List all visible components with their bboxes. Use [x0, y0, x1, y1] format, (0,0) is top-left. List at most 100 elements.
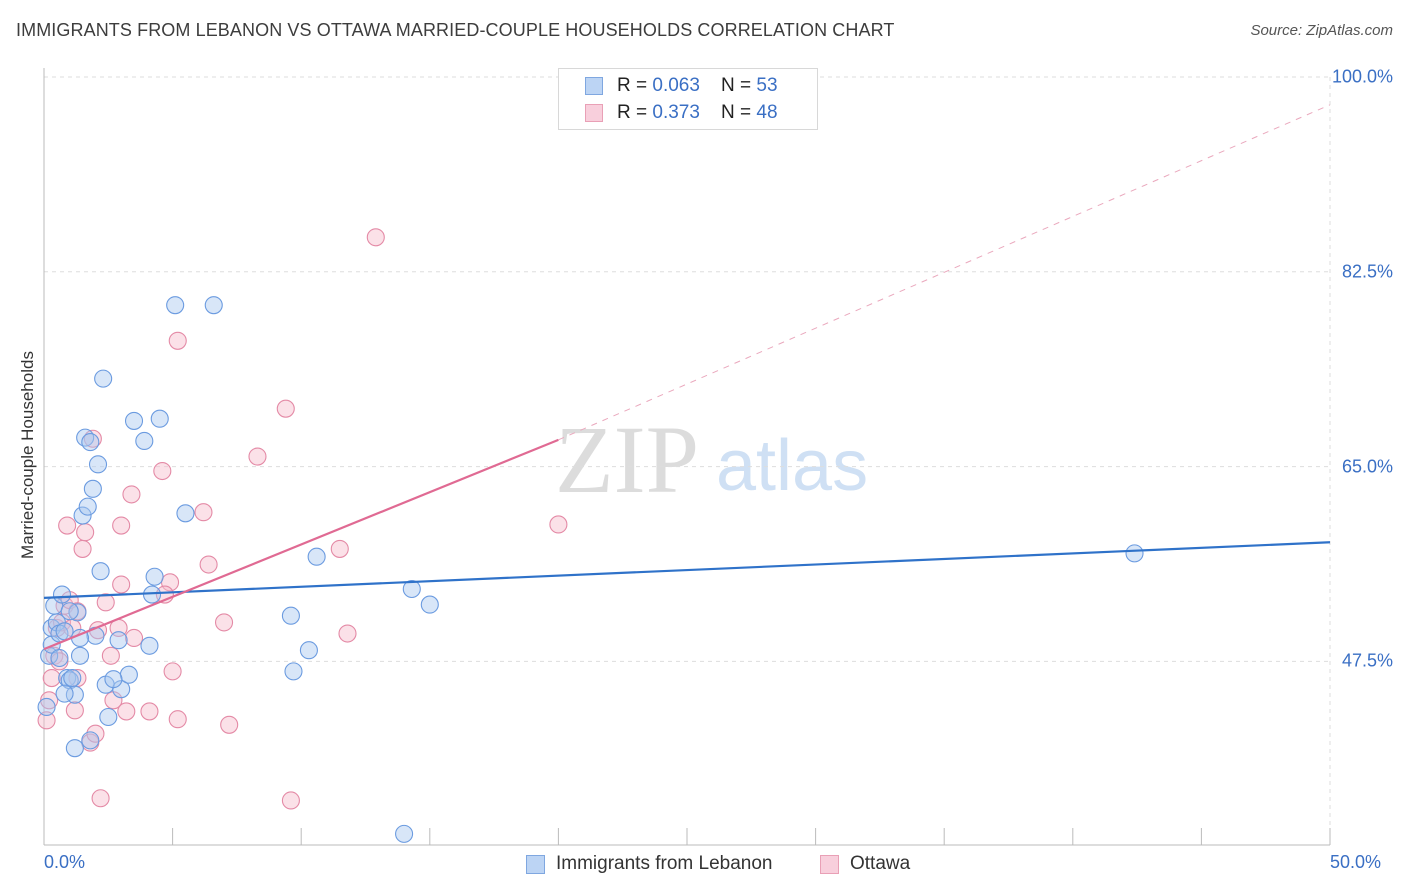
lebanon-point	[91, 562, 110, 581]
ottawa-point	[330, 539, 349, 558]
lebanon-point	[284, 662, 303, 681]
lebanon-point	[60, 602, 79, 621]
legend-label-ottawa: Ottawa	[850, 853, 911, 874]
lebanon-point	[63, 668, 82, 688]
series-legend: Immigrants from Lebanon Ottawa	[0, 851, 1406, 877]
ottawa-point	[37, 711, 56, 730]
lebanon-point	[112, 680, 131, 699]
ottawa-point	[42, 668, 61, 688]
ottawa-point	[112, 575, 131, 594]
lebanon-point	[73, 506, 92, 525]
lebanon-point	[65, 739, 84, 758]
r-value: 0.063	[652, 75, 700, 96]
ottawa-point	[122, 485, 141, 504]
lebanon-point	[145, 567, 164, 586]
chart-title: IMMIGRANTS FROM LEBANON VS OTTAWA MARRIE…	[16, 20, 895, 40]
lebanon-point	[37, 697, 56, 717]
lebanon-point	[50, 648, 69, 668]
ottawa-point	[96, 593, 115, 612]
lebanon-point	[78, 497, 97, 516]
lebanon-point	[124, 411, 144, 430]
lebanon-point	[109, 631, 128, 650]
trend-lines	[43, 104, 1331, 651]
lebanon-swatch	[585, 77, 603, 95]
ottawa-trend-line	[43, 438, 559, 651]
ottawa-point	[91, 789, 110, 808]
ottawa-point	[83, 429, 102, 448]
lebanon-point	[176, 504, 195, 523]
ottawa-legend-swatch	[820, 854, 839, 874]
ottawa-point	[214, 613, 234, 632]
lebanon-point	[52, 585, 72, 604]
ottawa-point	[65, 701, 84, 720]
ottawa-point	[549, 515, 568, 534]
lebanon-point	[81, 433, 100, 452]
r-label: R =	[617, 102, 653, 123]
ottawa-point	[276, 399, 295, 418]
ottawa-trend-extension	[558, 104, 1331, 441]
ottawa-point	[101, 646, 120, 665]
ottawa-point	[73, 539, 92, 558]
lebanon-trend-line	[43, 541, 1331, 600]
r-value: 0.373	[652, 102, 700, 123]
lebanon-point	[395, 824, 414, 843]
lebanon-point	[94, 369, 113, 388]
r-label: R =	[617, 75, 653, 96]
ottawa-point	[153, 461, 172, 481]
ottawa-point	[58, 516, 77, 535]
ottawa-point	[117, 702, 136, 721]
x-tick-label: 0.0%	[44, 852, 86, 872]
ottawa-points	[37, 228, 568, 810]
ottawa-point	[163, 662, 182, 681]
ottawa-point	[248, 447, 267, 466]
watermark-atlas: atlas	[716, 426, 868, 506]
ottawa-point	[194, 503, 213, 522]
ottawa-point	[168, 331, 187, 350]
lebanon-point	[135, 431, 154, 451]
y-tick-label: 82.5%	[1341, 261, 1393, 282]
ottawa-point	[168, 710, 187, 729]
y-tick-label: 100.0%	[1331, 66, 1393, 87]
lebanon-legend-swatch	[526, 854, 545, 874]
n-label: N =	[721, 75, 757, 96]
lebanon-point	[99, 707, 118, 727]
lebanon-point	[88, 455, 108, 474]
ottawa-point	[76, 523, 95, 542]
n-value: 48	[756, 102, 778, 123]
lebanon-point	[58, 668, 77, 688]
lebanon-points	[37, 296, 1144, 843]
ottawa-point	[366, 228, 385, 247]
ottawa-point	[220, 715, 239, 734]
ottawa-point	[281, 791, 300, 810]
lebanon-point	[420, 595, 439, 614]
lebanon-point	[70, 646, 90, 665]
ottawa-point	[124, 628, 144, 648]
lebanon-point	[1125, 544, 1144, 563]
lebanon-point	[68, 603, 87, 622]
lebanon-point	[119, 665, 138, 684]
watermark: ZIP atlas	[555, 406, 868, 513]
lebanon-point	[104, 670, 123, 689]
legend-label-lebanon: Immigrants from Lebanon	[556, 853, 773, 874]
ottawa-point	[112, 516, 131, 535]
watermark-zip: ZIP	[555, 406, 699, 513]
n-label: N =	[721, 102, 757, 123]
lebanon-point	[166, 296, 185, 315]
source-label: Source: ZipAtlas.com	[1250, 22, 1393, 39]
x-tick-label: 50.0%	[1330, 852, 1382, 872]
ottawa-point	[199, 555, 218, 574]
correlation-legend: R = 0.063 N = 53 R = 0.373 N = 48	[558, 68, 818, 130]
ottawa-point	[338, 624, 357, 643]
legend-item-ottawa: Ottawa	[820, 851, 910, 877]
ottawa-swatch	[585, 104, 603, 122]
lebanon-point	[150, 409, 169, 428]
n-value: 53	[756, 75, 778, 96]
lebanon-point	[60, 671, 79, 690]
ottawa-point	[140, 702, 159, 721]
lebanon-point	[281, 606, 300, 625]
lebanon-point	[81, 731, 100, 750]
lebanon-point	[83, 479, 102, 498]
y-tick-label: 65.0%	[1341, 456, 1393, 477]
lebanon-point	[140, 636, 159, 655]
